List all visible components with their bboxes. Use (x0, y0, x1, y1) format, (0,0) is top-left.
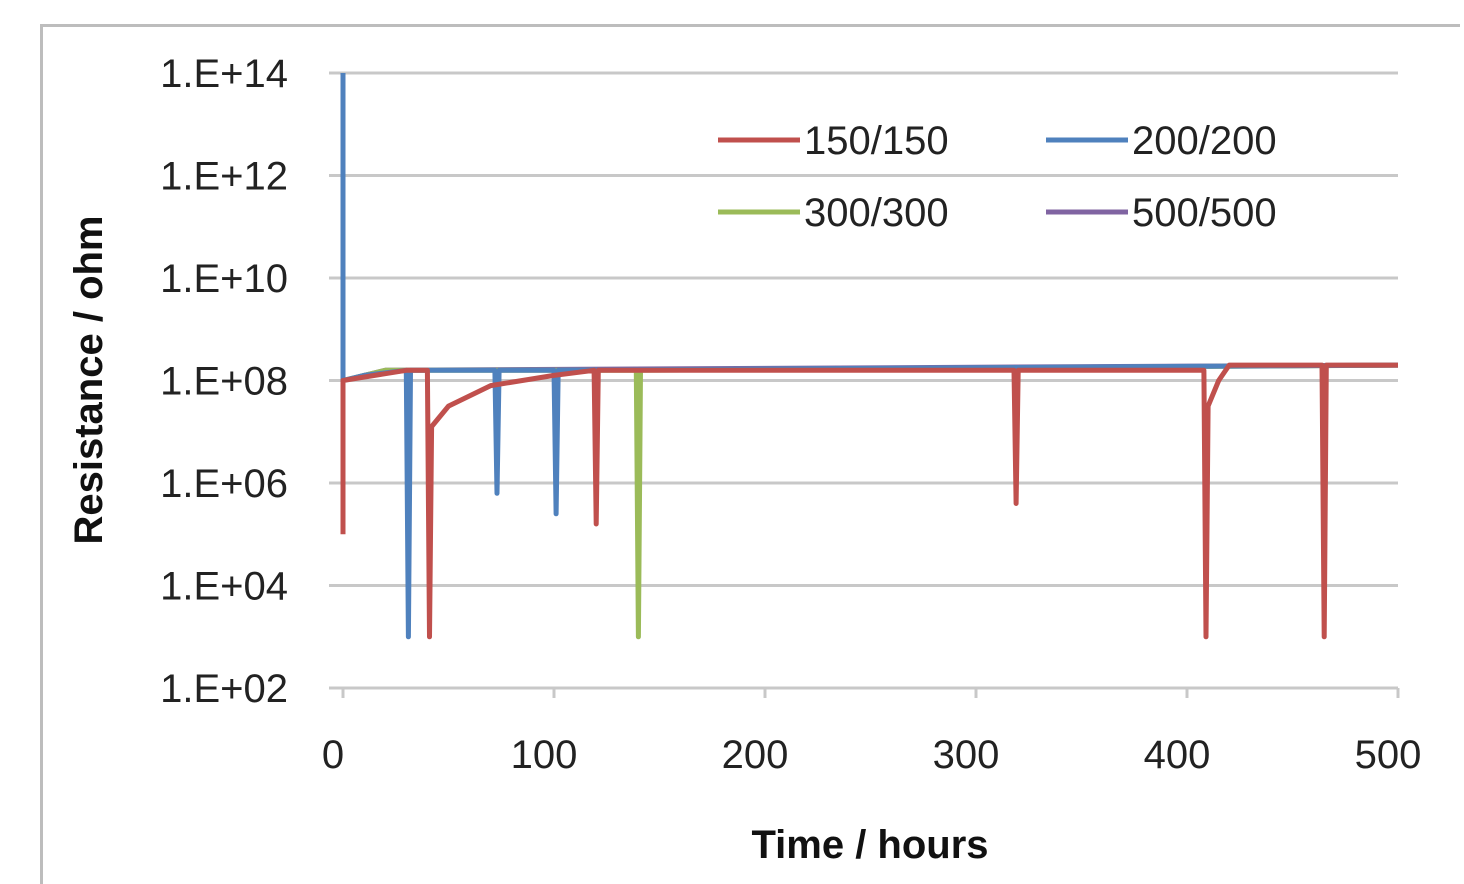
legend-label-150-150: 150/150 (804, 119, 949, 163)
x-axis-title: Time / hours (751, 823, 988, 867)
legend-label-200-200: 200/200 (1132, 119, 1277, 163)
x-tick-label: 0 (322, 733, 344, 777)
x-tick-label: 400 (1144, 733, 1211, 777)
series-line-300-300 (342, 362, 1399, 640)
y-tick-label: 1.E+10 (160, 257, 288, 301)
chart-frame (40, 24, 1460, 884)
legend: 150/150 200/200 300/300 500/500 (718, 119, 1277, 235)
series-lines (340, 73, 1399, 640)
y-tick-label: 1.E+04 (160, 565, 288, 609)
y-tick-label: 1.E+12 (160, 155, 288, 199)
y-axis-title: Resistance / ohm (67, 215, 111, 544)
x-tick-label: 100 (511, 733, 578, 777)
y-tick-label: 1.E+08 (160, 360, 288, 404)
y-tick-label: 1.E+06 (160, 462, 288, 506)
x-tick-label: 300 (933, 733, 1000, 777)
x-tick-label: 500 (1355, 733, 1422, 777)
series-line-150-150 (340, 362, 1398, 640)
y-tick-label: 1.E+14 (160, 52, 288, 96)
y-tick-labels: 1.E+02 1.E+04 1.E+06 1.E+08 1.E+10 1.E+12 1.E+… (160, 52, 288, 711)
legend-label-300-300: 300/300 (804, 191, 949, 235)
x-tick-label: 200 (722, 733, 789, 777)
x-tick-labels: 0 100 200 300 400 500 (322, 733, 1422, 777)
y-tick-label: 1.E+02 (160, 667, 288, 711)
legend-label-500-500: 500/500 (1132, 191, 1277, 235)
